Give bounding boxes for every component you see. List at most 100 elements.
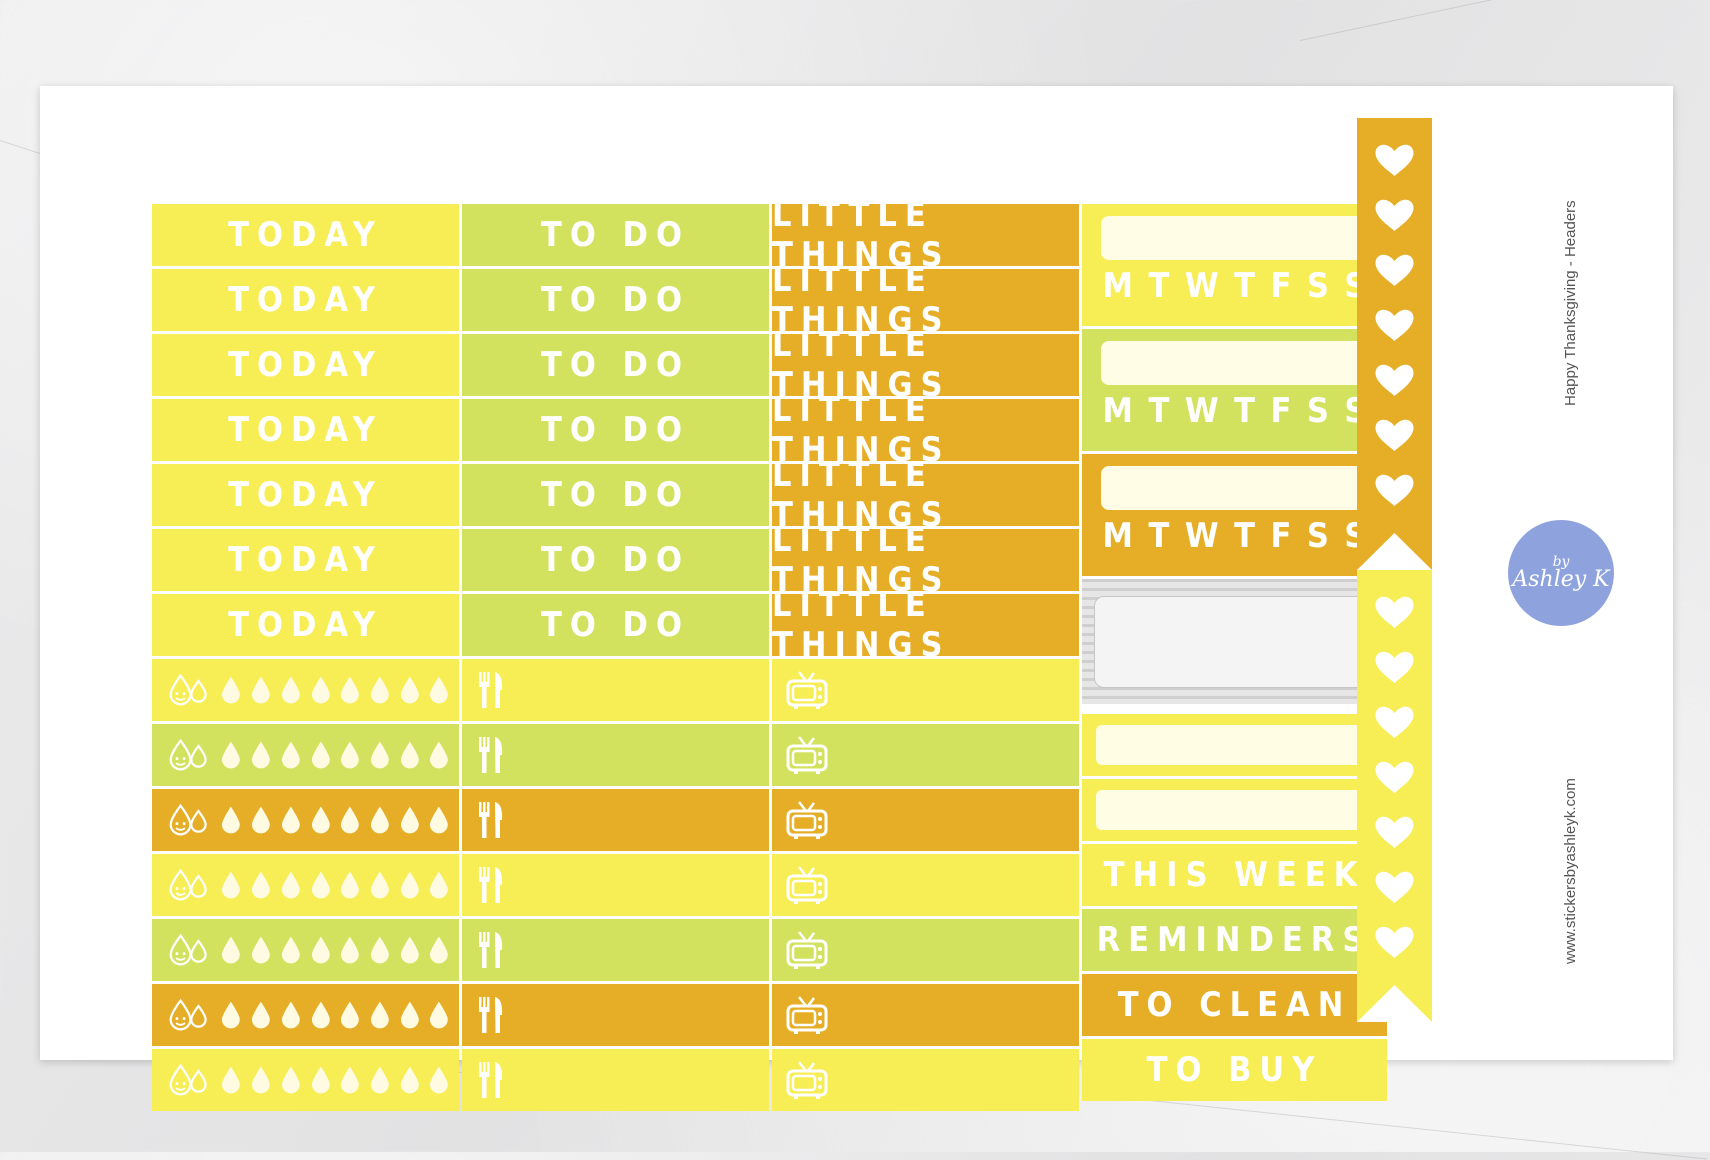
little-things-header-sticker: LITTLE THINGS <box>772 585 1079 665</box>
today-label: TODAY <box>228 215 383 255</box>
weekday-letter: S <box>1306 516 1329 556</box>
weekday-letter: T <box>1234 391 1255 431</box>
water-drop-icon <box>341 936 360 964</box>
heart-icon <box>1375 871 1414 903</box>
this-week-label: THIS WEEK <box>1103 855 1366 895</box>
heart-icon <box>1375 926 1414 958</box>
water-drop-icon <box>311 1066 330 1094</box>
note-writing-bar <box>1095 790 1374 830</box>
today-label: TODAY <box>228 475 383 515</box>
little-things-label: LITTLE THINGS <box>772 585 951 665</box>
weekday-letter: M <box>1102 266 1133 306</box>
water-tracker-sticker <box>152 724 459 786</box>
gray-notes-box <box>1093 595 1376 688</box>
water-drop-icon <box>370 1001 389 1029</box>
today-label: TODAY <box>228 280 383 320</box>
water-drop-icon <box>400 1066 419 1094</box>
sticker-sheet: TODAY TO DO LITTLE THINGS TODAY TO DO LITTLE … <box>40 86 1673 1111</box>
tv-icon <box>786 736 828 774</box>
weekday-letter: M <box>1102 391 1133 431</box>
heart-icon <box>1375 761 1414 793</box>
water-drop-icon <box>311 871 330 899</box>
utensils-icon <box>479 997 503 1033</box>
water-drop-icon <box>400 1001 419 1029</box>
weekday-letter: S <box>1306 266 1329 306</box>
little-things-header-sticker: LITTLE THINGS <box>772 455 1079 535</box>
water-drop-icon <box>311 806 330 834</box>
smiley-drop-icon <box>169 1063 207 1096</box>
gray-notes-sticker <box>1082 579 1387 704</box>
water-drop-icon <box>430 676 449 704</box>
to-clean-label: TO CLEAN <box>1117 985 1352 1025</box>
water-drop-icon <box>400 741 419 769</box>
todo-label: TO DO <box>541 540 690 580</box>
water-tracker-sticker <box>152 789 459 851</box>
heart-strip-art <box>1357 144 1432 1022</box>
logo-name: Ashley K <box>1512 567 1610 592</box>
note-bar-sticker <box>1082 779 1387 841</box>
little-things-label: LITTLE THINGS <box>772 390 951 470</box>
smiley-drop-icon <box>169 738 207 771</box>
little-things-label: LITTLE THINGS <box>772 260 951 340</box>
water-drop-icon <box>222 676 241 704</box>
water-drop-icon <box>370 871 389 899</box>
flag-notch-icon <box>1357 985 1432 1022</box>
water-drop-icon <box>252 676 270 704</box>
water-tracker-sticker <box>152 984 459 1046</box>
tv-icon <box>786 1061 828 1099</box>
meal-tracker-sticker <box>462 724 769 786</box>
tv-icon <box>786 801 828 839</box>
website-url: www.stickersbyashleyk.com <box>1562 778 1579 964</box>
water-drop-icon <box>222 741 241 769</box>
weekday-letter: F <box>1270 391 1292 431</box>
utensils-icon <box>479 802 503 838</box>
utensils-icon <box>479 932 503 968</box>
water-drop-icon <box>400 936 419 964</box>
tv-tracker-sticker <box>772 724 1079 786</box>
weekday-letter: S <box>1306 391 1329 431</box>
weekday-letter: T <box>1148 391 1170 431</box>
little-things-header-sticker: LITTLE THINGS <box>772 195 1079 275</box>
weekday-letter: W <box>1184 516 1219 556</box>
heart-icon <box>1375 596 1414 628</box>
water-drop-icon <box>370 676 389 704</box>
smiley-drop-icon <box>169 673 207 706</box>
to-buy-label: TO BUY <box>1146 1050 1323 1090</box>
water-drop-icon <box>430 871 449 899</box>
water-drop-icon <box>252 871 270 899</box>
this-week-label-sticker: THIS WEEK <box>1082 844 1387 906</box>
little-things-header-sticker: LITTLE THINGS <box>772 325 1079 405</box>
tv-tracker-sticker <box>772 854 1079 916</box>
heart-icon <box>1375 474 1414 506</box>
water-drop-icon <box>281 806 300 834</box>
water-tracker-sticker <box>152 854 459 916</box>
utensils-icon <box>479 672 503 708</box>
water-drop-icon <box>370 741 389 769</box>
tv-icon <box>786 931 828 969</box>
water-drop-icon <box>281 936 300 964</box>
meal-tracker-sticker <box>462 659 769 721</box>
week-writing-bar <box>1100 216 1369 260</box>
meal-tracker-sticker <box>462 984 769 1046</box>
water-drop-icon <box>311 1001 330 1029</box>
water-drop-icon <box>252 741 270 769</box>
today-header-sticker: TODAY <box>152 269 459 331</box>
todo-label: TO DO <box>541 605 690 645</box>
todo-label: TO DO <box>541 215 690 255</box>
meal-tracker-sticker <box>462 919 769 981</box>
weekday-letter: F <box>1270 516 1292 556</box>
water-drop-icon <box>430 1001 449 1029</box>
todo-header-sticker: TO DO <box>462 464 769 526</box>
to-buy-label-sticker: TO BUY <box>1082 1039 1387 1101</box>
flag-notch-icon <box>1357 533 1432 570</box>
water-drop-icon <box>311 676 330 704</box>
week-writing-bar <box>1100 341 1369 385</box>
water-drop-icon <box>400 806 419 834</box>
water-drop-icon <box>341 806 360 834</box>
heart-icon <box>1375 419 1414 451</box>
water-drop-icon <box>311 936 330 964</box>
